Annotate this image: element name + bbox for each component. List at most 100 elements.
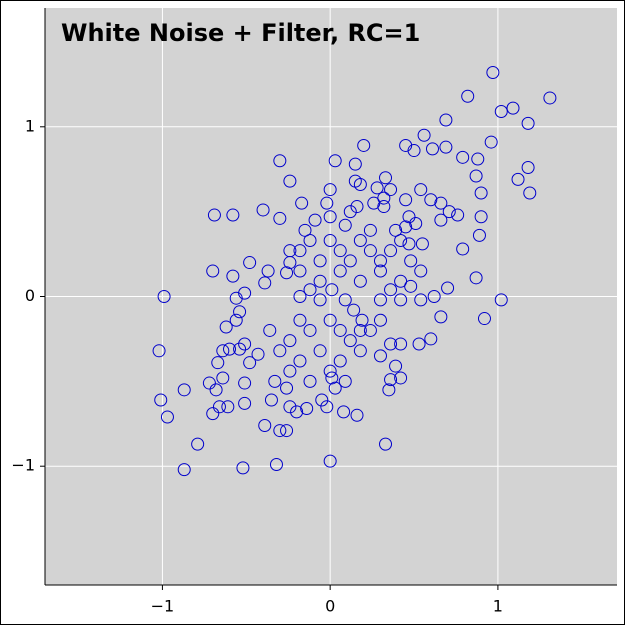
point [313, 254, 327, 268]
point [353, 323, 367, 337]
point [293, 264, 307, 278]
x-tick-label: −1 [151, 597, 175, 616]
point [315, 393, 329, 407]
point [177, 463, 191, 477]
point [236, 461, 250, 475]
point [506, 101, 520, 115]
point [350, 408, 364, 422]
point [521, 116, 535, 130]
point [357, 138, 371, 152]
point [238, 396, 252, 410]
point [233, 342, 247, 356]
point [243, 356, 257, 370]
point [323, 210, 337, 224]
point [382, 383, 396, 397]
x-tick-label: 0 [325, 597, 335, 616]
point [325, 371, 339, 385]
point [414, 293, 428, 307]
point [258, 276, 272, 290]
point [379, 171, 393, 185]
point [323, 233, 337, 247]
point [283, 174, 297, 188]
point [313, 293, 327, 307]
point [399, 193, 413, 207]
point [402, 210, 416, 224]
point [323, 454, 337, 468]
point [303, 283, 317, 297]
point [409, 217, 423, 231]
point [521, 161, 535, 175]
point [424, 332, 438, 346]
point [333, 244, 347, 258]
point [414, 264, 428, 278]
point [206, 407, 220, 421]
point [283, 400, 297, 414]
point [293, 354, 307, 368]
point [243, 256, 257, 270]
point [353, 274, 367, 288]
point [511, 172, 525, 186]
y-tick-label: 0 [25, 286, 35, 305]
point [456, 242, 470, 256]
point [328, 381, 342, 395]
point [273, 424, 287, 438]
point [273, 344, 287, 358]
point [373, 313, 387, 327]
point [394, 337, 408, 351]
point [290, 405, 304, 419]
point [402, 237, 416, 251]
point [343, 254, 357, 268]
y-tick-label: −1 [11, 456, 35, 475]
point [211, 356, 225, 370]
point [261, 264, 275, 278]
point [313, 344, 327, 358]
point [363, 244, 377, 258]
point [223, 342, 237, 356]
point [353, 233, 367, 247]
point [353, 344, 367, 358]
point [434, 310, 448, 324]
point [337, 405, 351, 419]
chart-title: White Noise + Filter, RC=1 [61, 19, 420, 47]
point [273, 211, 287, 225]
point [323, 313, 337, 327]
point [333, 264, 347, 278]
point [283, 364, 297, 378]
point [216, 371, 230, 385]
point [348, 157, 362, 171]
point [472, 228, 486, 242]
point [313, 274, 327, 288]
point [469, 271, 483, 285]
point [219, 320, 233, 334]
point [394, 293, 408, 307]
point [226, 269, 240, 283]
point [373, 254, 387, 268]
point [303, 323, 317, 337]
point [377, 191, 391, 205]
point [293, 290, 307, 303]
point [451, 208, 465, 222]
point [389, 359, 403, 373]
point [323, 364, 337, 378]
point [494, 105, 508, 119]
point [384, 373, 398, 387]
point [280, 266, 294, 280]
point [338, 218, 352, 232]
point [404, 279, 418, 293]
point [355, 313, 369, 327]
point [394, 371, 408, 385]
point [258, 418, 272, 432]
point [474, 186, 488, 200]
point [154, 393, 168, 407]
point [363, 223, 377, 237]
point [280, 381, 294, 395]
point [439, 113, 453, 127]
point [415, 237, 429, 251]
point [350, 200, 364, 214]
point [256, 203, 270, 217]
point [404, 254, 418, 268]
point [412, 337, 426, 351]
point [384, 244, 398, 258]
point [425, 142, 439, 156]
